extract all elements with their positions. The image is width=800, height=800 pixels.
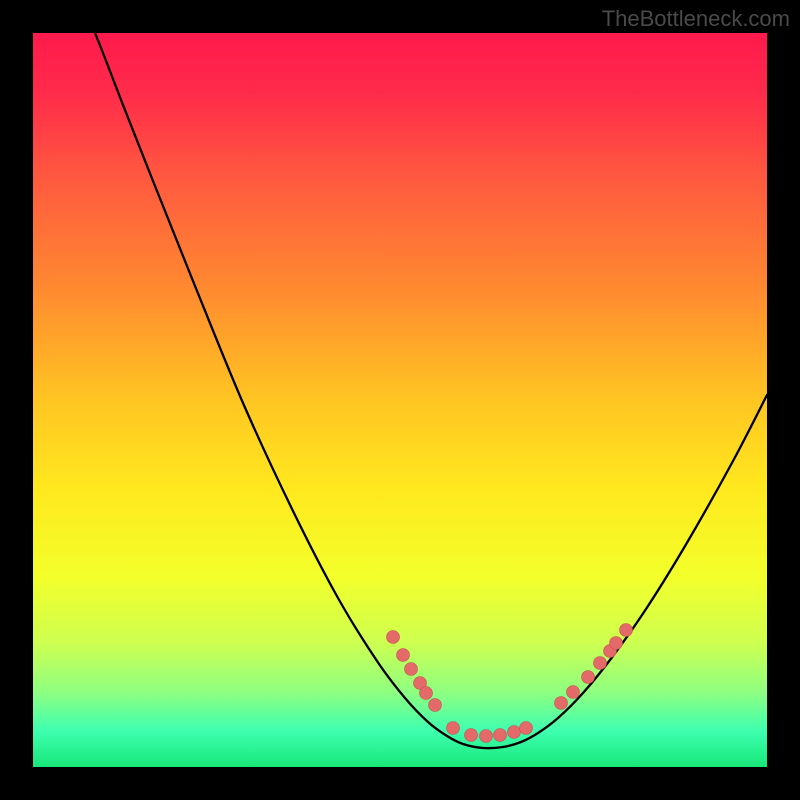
marker-dot [582,671,595,684]
marker-dot [555,697,568,710]
marker-dot [405,663,418,676]
marker-dot [387,631,400,644]
watermark-text: TheBottleneck.com [602,6,790,32]
marker-dot [494,729,507,742]
marker-dot [447,722,460,735]
chart-svg [33,33,767,767]
marker-dot [610,637,623,650]
marker-dot [465,729,478,742]
marker-dot [520,722,533,735]
marker-dot [420,687,433,700]
marker-dot [594,657,607,670]
bottleneck-chart [33,33,767,767]
marker-dot [397,649,410,662]
marker-dot [429,699,442,712]
marker-dot [508,726,521,739]
marker-dot [620,624,633,637]
marker-dot [567,686,580,699]
marker-dot [480,730,493,743]
